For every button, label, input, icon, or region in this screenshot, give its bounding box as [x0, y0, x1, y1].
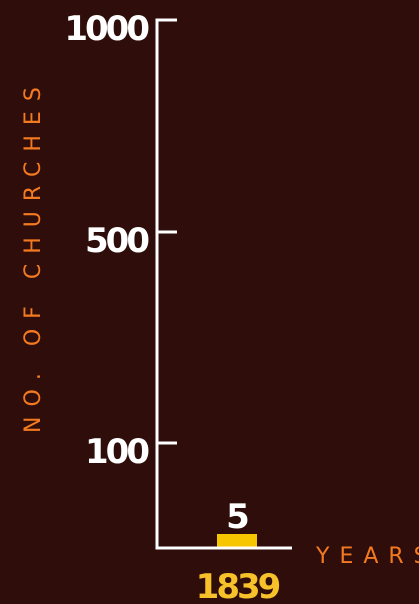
x-category-label: 1839: [196, 567, 280, 604]
bar: [217, 534, 257, 547]
y-tick-label: 100: [85, 432, 149, 472]
y-tick-label: 500: [85, 221, 149, 261]
x-axis-title: YEARS: [315, 544, 419, 569]
y-tick-label: 1000: [64, 9, 149, 49]
bar-value-label: 5: [226, 497, 248, 537]
y-axis-title: NO. OF CHURCHES: [21, 77, 46, 433]
y-ticks: 100 500 1000: [64, 9, 177, 472]
bars: 5 1839: [196, 497, 283, 604]
